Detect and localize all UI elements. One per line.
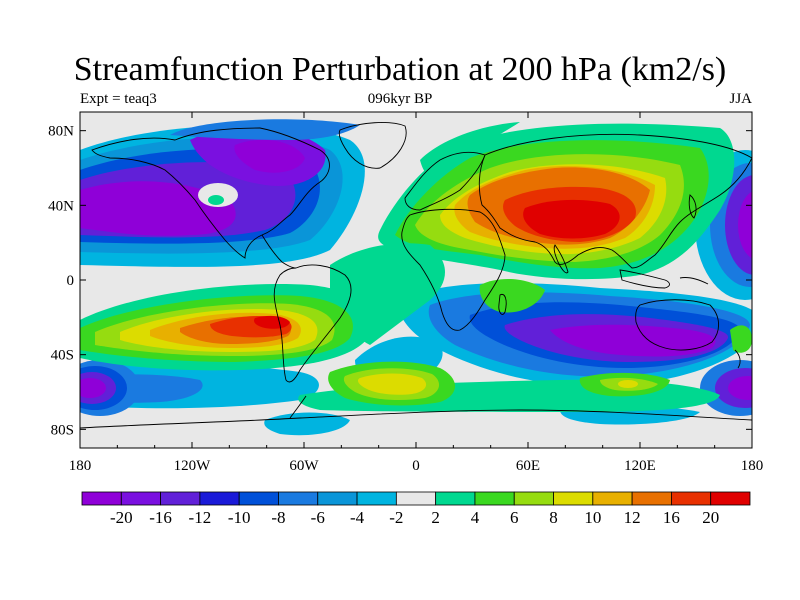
- contour-high-south-america: [80, 284, 373, 371]
- contour-low-antarctic: [264, 412, 350, 436]
- colorbar-swatch: [671, 491, 712, 506]
- contour-low-arctic: [170, 119, 360, 140]
- colorbar-label: 12: [624, 508, 641, 527]
- lon-tick-label: 60W: [289, 458, 319, 474]
- lat-tick-label: 80N: [48, 124, 74, 140]
- contour-low-southwest: [80, 360, 140, 416]
- contour-high-southern-ocean: [298, 361, 720, 412]
- colorbar-label: -2: [389, 508, 403, 527]
- chart-title: Streamfunction Perturbation at 200 hPa (…: [73, 51, 727, 88]
- colorbar-swatch: [120, 491, 161, 506]
- lat-tick-label: 80S: [51, 422, 74, 438]
- experiment-label: Expt = teaq3: [80, 91, 157, 107]
- lon-tick-label: 60E: [516, 458, 540, 474]
- colorbar: -20 -16 -12 -10 -8 -6 -4 -2 2 4 6 8 10 12 16 20: [81, 491, 751, 527]
- contour-high-north-atlantic: [420, 122, 520, 177]
- colorbar-swatch: [513, 491, 554, 506]
- colorbar-swatch: [278, 491, 319, 506]
- colorbar-label: 10: [584, 508, 601, 527]
- colorbar-label: -10: [228, 508, 251, 527]
- lon-tick-label: 180: [741, 458, 764, 474]
- colorbar-label: -12: [189, 508, 212, 527]
- period-label: 096kyr BP: [367, 91, 433, 107]
- season-label: JJA: [729, 91, 752, 107]
- lon-tick-label: 120E: [624, 458, 656, 474]
- colorbar-label: -6: [311, 508, 325, 527]
- colorbar-label: 20: [702, 508, 719, 527]
- lon-tick-label: 120W: [174, 458, 212, 474]
- contour-low-southeast: [700, 360, 752, 416]
- lat-tick-label: 0: [67, 273, 75, 289]
- colorbar-label: 8: [549, 508, 558, 527]
- lon-tick-label: 0: [412, 458, 420, 474]
- colorbar-swatch: [160, 491, 201, 506]
- colorbar-label: -8: [271, 508, 285, 527]
- colorbar-swatch: [395, 491, 437, 506]
- lat-tick-label: 40N: [48, 198, 74, 214]
- lon-tick-label: 180: [69, 458, 92, 474]
- colorbar-label: 4: [471, 508, 480, 527]
- latitude-axis: 80N 40N 0 40S 80S: [48, 124, 752, 438]
- contour-high-southeast-edge: [730, 325, 752, 353]
- contour-high-pocket-north-pacific: [198, 183, 238, 207]
- colorbar-swatch: [199, 491, 240, 506]
- colorbar-swatch: [317, 491, 358, 506]
- longitude-axis: 180 120W 60W 0 60E 120E 180: [69, 112, 764, 474]
- colorbar-swatch: [474, 491, 515, 506]
- colorbar-label: 2: [431, 508, 440, 527]
- colorbar-label: -16: [149, 508, 172, 527]
- coastlines: [80, 122, 752, 429]
- colorbar-swatch: [631, 491, 672, 506]
- colorbar-label: 16: [663, 508, 680, 527]
- colorbar-label: -4: [350, 508, 365, 527]
- colorbar-swatch: [435, 491, 476, 506]
- colorbar-label: -20: [110, 508, 133, 527]
- map-panel: [80, 112, 752, 448]
- colorbar-swatch: [710, 491, 751, 506]
- colorbar-label: 6: [510, 508, 519, 527]
- colorbar-swatch: [553, 491, 594, 506]
- colorbar-swatch: [356, 491, 397, 506]
- colorbar-swatch: [238, 491, 279, 506]
- lat-tick-label: 40S: [51, 348, 74, 364]
- contour-low-south-indian: [399, 283, 752, 386]
- colorbar-swatch: [592, 491, 633, 506]
- colorbar-swatch: [81, 491, 122, 506]
